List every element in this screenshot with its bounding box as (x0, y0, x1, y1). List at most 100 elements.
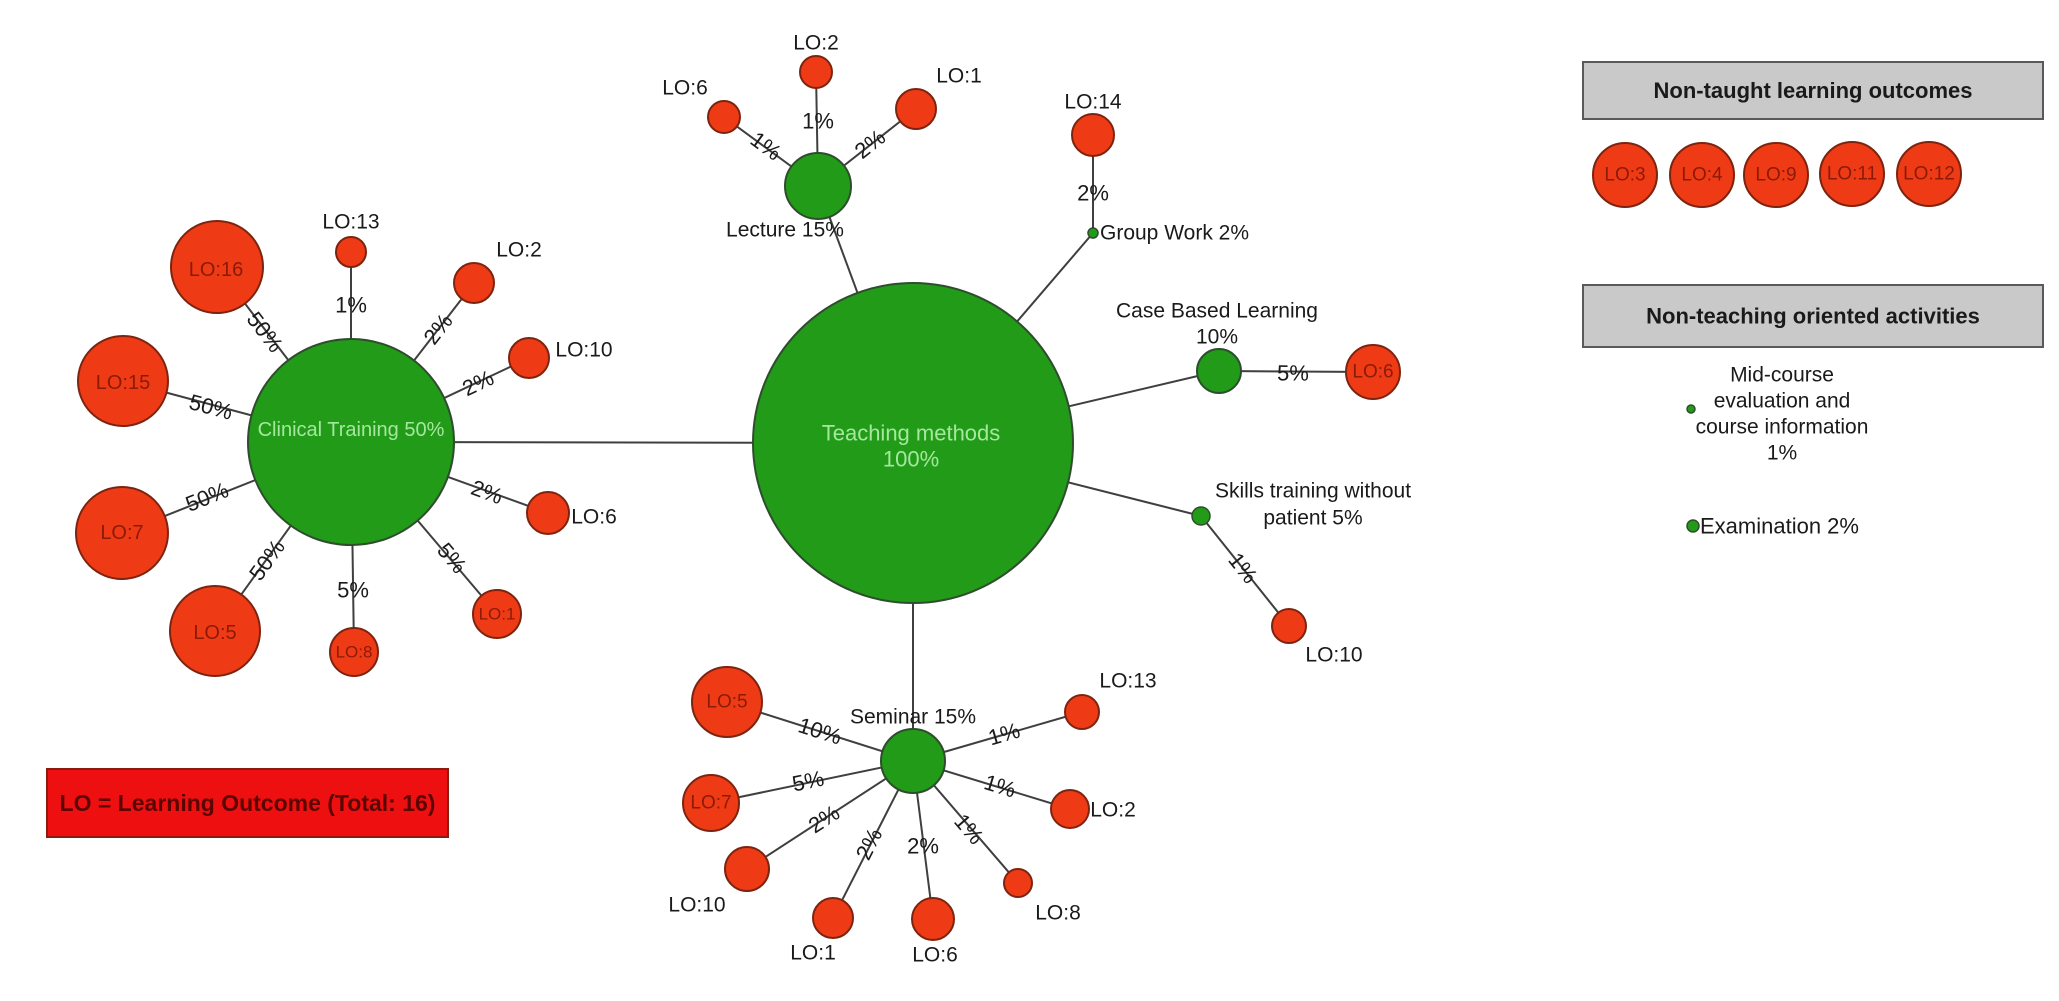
node-label-skills-lo10: LO:10 (1305, 644, 1362, 667)
node-label-nontaught-lo12: LO:12 (1903, 164, 1955, 185)
node-seminar-lo7 (682, 774, 740, 832)
node-label-lecture-lo2: LO:2 (793, 32, 839, 55)
node-clinical-lo13 (335, 236, 367, 268)
node-lecture-lo1 (895, 88, 937, 130)
edge-label-skills-training-skills-lo10: 1% (1223, 548, 1262, 588)
node-lecture-lo6 (707, 100, 741, 134)
node-skills-lo10 (1271, 608, 1307, 644)
node-label-casebased-lo6: LO:6 (1352, 362, 1393, 383)
node-label-clinical-lo7: LO:7 (100, 522, 143, 544)
node-clinical-lo1 (472, 589, 522, 639)
node-label-seminar-lo2: LO:2 (1090, 799, 1136, 822)
edge-label-clinical-training-clinical-lo7: 50% (182, 477, 232, 517)
edge-label-lecture-lecture-lo1: 2% (850, 124, 890, 163)
node-label-seminar-lo1: LO:1 (790, 942, 836, 965)
node-clinical-lo15 (77, 335, 169, 427)
node-clinical-lo10 (508, 337, 550, 379)
node-label-groupwork-lo14: LO:14 (1064, 91, 1122, 114)
node-clinical-lo16 (170, 220, 264, 314)
node-label-seminar-lo6: LO:6 (912, 944, 958, 967)
node-lecture-lo2 (799, 55, 833, 89)
node-nontaught-lo12 (1896, 141, 1962, 207)
edge-label-clinical-training-clinical-lo2: 2% (418, 309, 457, 349)
midcourse-label-line2: evaluation and (1714, 390, 1851, 413)
node-nontaught-lo3 (1592, 142, 1658, 208)
node-label-seminar-lo5: LO:5 (706, 692, 747, 713)
node-label-nontaught-lo9: LO:9 (1755, 165, 1796, 186)
non-teaching-header-box (1582, 284, 2044, 348)
node-label-clinical-training: Clinical Training 50% (258, 419, 445, 441)
non-taught-header-box (1582, 61, 2044, 120)
node-examination-dot (1686, 519, 1700, 533)
edge-label-group-work-groupwork-lo14: 2% (1077, 181, 1109, 206)
edge-seminar-seminar-lo7 (710, 760, 914, 804)
edge-label-seminar-seminar-lo2: 1% (981, 769, 1019, 802)
edge-label-seminar-seminar-lo13: 1% (985, 718, 1023, 751)
edge-label-seminar-seminar-lo5: 10% (795, 712, 845, 749)
edge-skills-training-skills-lo10 (1200, 515, 1290, 627)
midcourse-label-line3: course information (1696, 416, 1869, 439)
node-nontaught-lo4 (1669, 142, 1735, 208)
node-label-lecture: Lecture 15% (726, 219, 844, 242)
node-clinical-lo6 (526, 491, 570, 535)
edge-label-clinical-training-clinical-lo5: 50% (244, 535, 290, 585)
edge-seminar-seminar-lo10 (746, 760, 914, 870)
node-seminar-lo13 (1064, 694, 1100, 730)
node-label-seminar-lo8: LO:8 (1035, 902, 1081, 925)
node-midcourse-dot (1686, 404, 1696, 414)
node-label-lecture-lo1: LO:1 (936, 65, 982, 88)
edge-label-clinical-training-clinical-lo8: 5% (337, 578, 369, 603)
node-seminar-lo2 (1050, 789, 1090, 829)
node-label-skills-training-line2: patient 5% (1263, 507, 1362, 530)
node-clinical-lo7 (75, 486, 169, 580)
node-label-nontaught-lo4: LO:4 (1681, 165, 1723, 186)
node-label-clinical-lo8: LO:8 (336, 643, 373, 662)
node-case-based-learning (1196, 348, 1242, 394)
node-seminar-lo10 (724, 846, 770, 892)
node-clinical-training (247, 338, 455, 546)
node-label-skills-training-line1: Skills training without (1215, 480, 1411, 503)
edge-label-clinical-training-clinical-lo15: 50% (186, 389, 235, 425)
edge-label-case-based-learning-casebased-lo6: 5% (1277, 360, 1309, 385)
node-label-lecture-lo6: LO:6 (662, 77, 708, 100)
node-group-work (1087, 227, 1099, 239)
node-label-seminar-lo10: LO:10 (668, 894, 725, 917)
node-label-nontaught-lo3: LO:3 (1604, 165, 1645, 186)
node-label-group-work: Group Work 2% (1100, 222, 1249, 245)
node-clinical-lo5 (169, 585, 261, 677)
node-label-clinical-lo5: LO:5 (193, 622, 236, 644)
edge-label-seminar-seminar-lo6: 2% (907, 834, 939, 859)
node-label-case-based-learning-line1: Case Based Learning (1116, 300, 1318, 323)
node-skills-training (1191, 506, 1211, 526)
node-seminar (880, 728, 946, 794)
node-label-teaching-methods-line1: Teaching methods (822, 421, 1001, 446)
node-seminar-lo1 (812, 897, 854, 939)
edge-label-seminar-seminar-lo1: 2% (851, 824, 888, 864)
lo-legend-title: LO = Learning Outcome (Total: 16) (60, 790, 436, 816)
edge-label-seminar-seminar-lo7: 5% (790, 766, 826, 797)
edge-label-lecture-lecture-lo2: 1% (802, 109, 834, 134)
node-label-clinical-lo2: LO:2 (496, 239, 542, 262)
node-label-clinical-lo15: LO:15 (96, 372, 150, 394)
node-label-clinical-lo6: LO:6 (571, 506, 617, 529)
node-label-seminar: Seminar 15% (850, 706, 976, 729)
edge-label-clinical-training-clinical-lo10: 2% (458, 365, 497, 401)
node-clinical-lo8 (329, 627, 379, 677)
node-lecture (784, 152, 852, 220)
node-label-seminar-lo7: LO:7 (690, 793, 731, 814)
node-label-seminar-lo13: LO:13 (1099, 670, 1156, 693)
node-label-nontaught-lo11: LO:11 (1827, 164, 1877, 185)
node-seminar-lo5 (691, 666, 763, 738)
node-groupwork-lo14 (1071, 113, 1115, 157)
node-label-clinical-lo16: LO:16 (189, 259, 243, 281)
node-seminar-lo8 (1003, 868, 1033, 898)
node-seminar-lo6 (911, 897, 955, 941)
midcourse-label-line4: 1% (1767, 442, 1797, 465)
edge-label-seminar-seminar-lo10: 2% (804, 800, 844, 838)
edge-label-clinical-training-clinical-lo6: 2% (468, 475, 506, 509)
non-taught-header-title: Non-taught learning outcomes (1654, 78, 1973, 103)
node-label-teaching-methods-line2: 100% (883, 447, 939, 472)
node-teaching-methods (752, 282, 1074, 604)
midcourse-label-line1: Mid-course (1730, 364, 1834, 387)
